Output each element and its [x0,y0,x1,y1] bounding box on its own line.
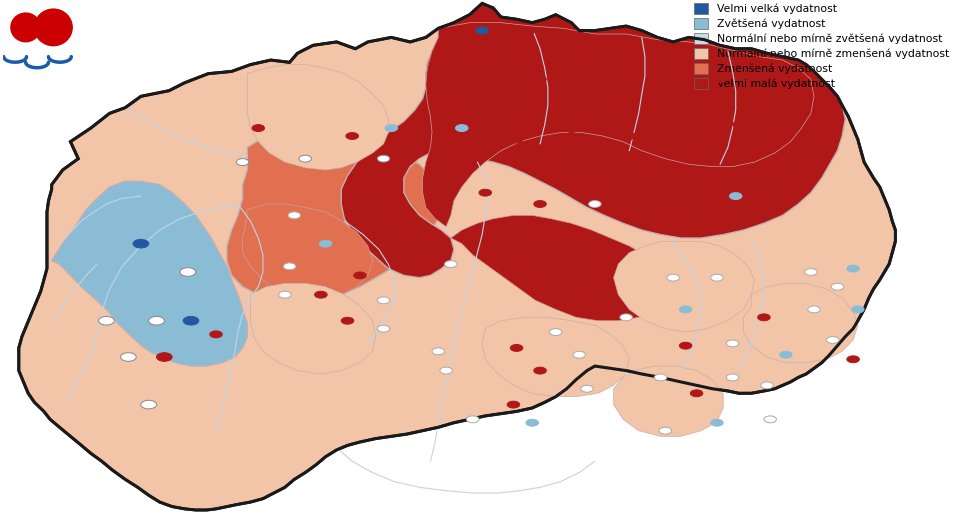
Polygon shape [422,23,814,227]
Polygon shape [247,65,388,170]
Circle shape [805,269,817,276]
Circle shape [667,274,679,281]
Circle shape [183,316,199,325]
Circle shape [133,239,148,248]
Circle shape [726,374,739,381]
Circle shape [679,129,692,136]
Circle shape [476,27,489,34]
Legend: Velmi velká vydatnost, Zvětšená vydatnost, Normální nebo mírně zvětšená vydatnos: Velmi velká vydatnost, Zvětšená vydatnos… [691,0,952,93]
Circle shape [511,136,523,143]
Circle shape [691,390,703,397]
Circle shape [432,348,445,355]
Circle shape [377,325,390,332]
Circle shape [711,274,723,281]
Circle shape [377,297,390,304]
Circle shape [597,70,609,77]
Polygon shape [227,125,442,302]
Polygon shape [242,204,373,300]
Circle shape [847,356,859,363]
Circle shape [440,367,452,374]
Polygon shape [482,317,629,397]
Circle shape [479,189,491,196]
Circle shape [534,367,546,374]
Circle shape [632,204,645,211]
Circle shape [319,240,331,247]
Circle shape [210,331,222,338]
Circle shape [726,340,739,347]
Circle shape [729,193,742,200]
Circle shape [467,416,479,423]
Circle shape [714,76,726,83]
Circle shape [121,353,136,362]
Circle shape [758,314,770,321]
Circle shape [299,155,311,162]
Circle shape [623,133,635,140]
Circle shape [620,314,632,321]
Circle shape [377,155,390,162]
Circle shape [288,212,301,219]
Circle shape [526,419,538,426]
Circle shape [507,401,519,408]
Circle shape [511,345,523,352]
Circle shape [156,353,172,362]
Circle shape [711,419,723,426]
Circle shape [679,342,692,349]
Circle shape [832,284,844,290]
Circle shape [764,416,776,423]
Circle shape [534,76,546,83]
Circle shape [827,337,839,344]
Circle shape [354,272,366,279]
Polygon shape [614,241,755,332]
Circle shape [385,124,398,132]
Circle shape [550,329,562,336]
Circle shape [733,121,745,128]
Circle shape [659,427,672,434]
Polygon shape [451,216,670,321]
Circle shape [455,124,468,132]
Circle shape [847,265,859,272]
Circle shape [279,291,291,298]
Circle shape [11,12,41,43]
Circle shape [588,201,601,208]
Circle shape [682,197,695,204]
Polygon shape [341,3,845,278]
Circle shape [852,306,864,313]
Circle shape [180,237,195,246]
Circle shape [341,317,354,324]
Circle shape [99,316,114,325]
Polygon shape [19,3,896,510]
Circle shape [284,263,296,270]
Circle shape [210,291,222,298]
Circle shape [573,352,585,358]
Circle shape [761,382,773,389]
Circle shape [581,385,593,392]
Circle shape [534,201,546,208]
Circle shape [679,306,692,313]
Circle shape [780,352,792,358]
Circle shape [346,133,358,140]
Circle shape [659,79,672,86]
Circle shape [237,159,249,165]
Circle shape [565,133,578,140]
Polygon shape [743,284,857,363]
Circle shape [148,316,165,325]
Circle shape [34,8,73,46]
Polygon shape [250,284,376,374]
Circle shape [776,115,789,122]
Circle shape [180,268,195,276]
Circle shape [808,306,820,313]
Polygon shape [614,366,723,436]
Circle shape [654,374,667,381]
Circle shape [523,27,536,34]
Circle shape [314,291,328,298]
Circle shape [252,124,264,132]
Circle shape [479,59,491,66]
Circle shape [445,261,457,268]
Circle shape [776,181,789,188]
Circle shape [141,401,156,409]
Polygon shape [52,181,247,366]
